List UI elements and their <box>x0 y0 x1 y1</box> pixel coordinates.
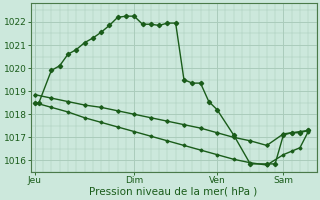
X-axis label: Pression niveau de la mer( hPa ): Pression niveau de la mer( hPa ) <box>90 187 258 197</box>
